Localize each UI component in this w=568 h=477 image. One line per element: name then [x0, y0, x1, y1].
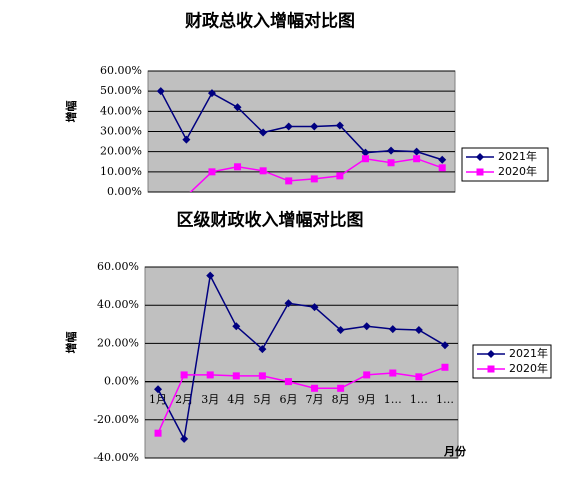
chart-title: 区级财政收入增幅对比图	[177, 210, 364, 231]
point	[310, 122, 319, 131]
y-tick-label: 40.00%	[100, 104, 142, 117]
x-tick-label: 4月	[227, 393, 245, 406]
point	[154, 429, 162, 437]
point	[337, 384, 345, 392]
point	[487, 350, 495, 358]
x-tick-label: 2月	[175, 393, 193, 406]
point	[413, 155, 421, 163]
legend	[472, 344, 552, 379]
point	[284, 122, 293, 131]
y-tick-label: 0.00%	[104, 375, 139, 388]
y-axis-label: 增幅	[64, 101, 78, 123]
point	[487, 365, 495, 373]
point	[361, 155, 369, 163]
y-tick-label: 30.00%	[100, 125, 142, 138]
y-tick-label: 50.00%	[100, 84, 142, 97]
x-tick-label: 9月	[358, 393, 376, 406]
point	[310, 175, 318, 183]
point	[336, 326, 345, 335]
plot	[154, 271, 449, 443]
point	[440, 341, 449, 350]
point	[438, 164, 446, 172]
point	[259, 167, 267, 175]
point	[284, 299, 293, 308]
point	[415, 373, 423, 381]
point	[183, 193, 190, 200]
x-tick-label: 1月	[149, 393, 167, 406]
point	[438, 155, 447, 164]
point	[207, 89, 216, 98]
x-tick-label: 1…	[436, 393, 454, 406]
legend-label: 2021年	[509, 346, 548, 360]
point	[232, 322, 241, 331]
point	[414, 326, 423, 335]
point	[234, 163, 242, 171]
point	[206, 371, 214, 379]
point	[387, 159, 395, 167]
point	[180, 371, 188, 379]
series-line	[160, 90, 443, 161]
y-tick-label: 40.00%	[97, 298, 139, 311]
x-axis-label: 月份	[443, 444, 467, 458]
point	[387, 146, 396, 155]
point	[182, 135, 191, 144]
y-tick-label: 10.00%	[100, 165, 142, 178]
point	[311, 384, 319, 392]
y-tick-label: 60.00%	[97, 260, 139, 273]
y-tick-label: 60.00%	[100, 64, 142, 77]
series-line	[157, 273, 446, 442]
legend-label: 2021年	[498, 149, 537, 163]
point	[258, 345, 267, 354]
point	[156, 87, 165, 96]
y-axis-label: 增幅	[64, 332, 78, 354]
legend	[461, 147, 549, 182]
point	[285, 177, 293, 185]
point	[412, 147, 421, 156]
point	[310, 303, 319, 312]
x-tick-label: 8月	[332, 393, 350, 406]
point	[208, 168, 216, 176]
point	[206, 271, 215, 280]
plot	[156, 87, 447, 200]
x-tick-label: 5月	[253, 393, 271, 406]
point	[284, 378, 292, 386]
y-tick-label: 20.00%	[100, 145, 142, 158]
point	[154, 385, 163, 394]
legend-label: 2020年	[509, 361, 548, 375]
x-tick-label: 1…	[384, 393, 402, 406]
point	[476, 168, 484, 176]
point	[336, 172, 344, 180]
point	[259, 128, 268, 137]
legend-label: 2020年	[498, 164, 537, 178]
y-tick-label: 20.00%	[97, 336, 139, 349]
plot-area	[144, 266, 459, 459]
x-tick-label: 7月	[306, 393, 324, 406]
point	[441, 363, 449, 371]
point	[233, 103, 242, 112]
point	[258, 372, 266, 380]
y-tick-label: -20.00%	[93, 413, 139, 426]
y-tick-label: 0.00%	[107, 185, 142, 198]
point	[388, 325, 397, 334]
x-tick-label: 1…	[410, 393, 428, 406]
point	[476, 153, 484, 161]
point	[362, 322, 371, 331]
y-tick-label: -40.00%	[93, 451, 139, 464]
series-line	[157, 366, 446, 434]
x-tick-label: 3月	[201, 393, 219, 406]
point	[363, 371, 371, 379]
point	[389, 369, 397, 377]
point	[361, 148, 370, 157]
point	[232, 372, 240, 380]
point	[335, 121, 344, 130]
point	[180, 434, 189, 443]
x-tick-label: 6月	[279, 393, 297, 406]
chart-title: 财政总收入增幅对比图	[184, 11, 355, 32]
